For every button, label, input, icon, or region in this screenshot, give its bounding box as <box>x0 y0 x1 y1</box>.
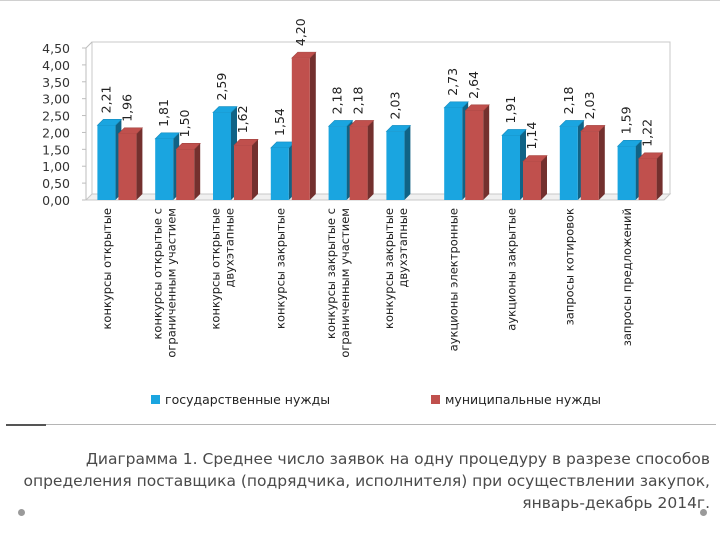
data-label: 1,50 <box>177 109 192 137</box>
side-wall-edge <box>85 41 93 49</box>
bar <box>638 158 657 200</box>
data-label: 4,20 <box>293 18 308 46</box>
data-label: 1,22 <box>640 119 655 147</box>
bar <box>118 133 137 200</box>
data-label: 1,62 <box>235 105 250 133</box>
data-label: 2,18 <box>561 86 576 114</box>
bar-side <box>483 104 490 200</box>
bar-side <box>252 139 258 200</box>
bar <box>444 107 463 200</box>
legend-swatch <box>151 395 160 404</box>
data-label: 2,59 <box>214 73 229 101</box>
bar <box>155 138 174 200</box>
bar-side <box>404 125 411 200</box>
bar <box>502 135 520 200</box>
data-label: 1,91 <box>503 96 518 124</box>
y-tick-label: 0,50 <box>42 176 70 191</box>
bar <box>97 125 116 200</box>
data-label: 1,96 <box>119 94 134 122</box>
category-labels: конкурсы открытые конкурсы открытые с огра… <box>100 208 634 358</box>
bar <box>328 126 347 200</box>
bullet-dot-left <box>18 509 25 516</box>
category-label: ограниченным участием <box>165 208 179 358</box>
category-label: аукционы закрытые <box>505 208 519 331</box>
bar-side <box>309 52 316 201</box>
y-tick-label: 0,00 <box>42 193 70 208</box>
data-label: 1,81 <box>156 99 171 127</box>
bar <box>291 58 310 201</box>
category-label: запросы котировок <box>562 208 576 325</box>
bar <box>270 147 289 200</box>
data-label: 2,18 <box>330 86 345 114</box>
data-label: 2,03 <box>582 92 597 120</box>
bar <box>617 146 636 200</box>
data-label: 1,59 <box>619 106 634 134</box>
divider-accent <box>6 424 46 426</box>
divider-line <box>6 424 716 425</box>
data-label: 2,21 <box>98 86 113 114</box>
category-label: запросы предложений <box>620 208 634 346</box>
category-label: двухэтапные <box>396 208 410 288</box>
y-tick-label: 4,00 <box>42 58 70 73</box>
bullet-dot-right <box>700 509 707 516</box>
category-label: конкурсы открытые с <box>151 208 165 340</box>
y-tick-label: 2,50 <box>42 109 70 124</box>
legend-label: муниципальные нужды <box>445 392 601 407</box>
data-label: 2,64 <box>466 71 481 99</box>
bar <box>580 131 599 200</box>
y-tick-label: 3,00 <box>42 92 70 107</box>
caption-line-2: определения поставщика (подрядчика, испо… <box>23 472 710 490</box>
data-label: 1,14 <box>524 122 539 150</box>
bar <box>349 126 368 200</box>
category-label: конкурсы открытые <box>209 208 223 330</box>
data-label: 2,18 <box>351 86 366 114</box>
data-label: 1,54 <box>272 108 287 136</box>
caption-line-3: январь-декабрь 2014г. <box>522 494 710 512</box>
bar-side <box>656 152 663 200</box>
data-label: 2,73 <box>445 68 460 96</box>
bar-side <box>541 155 547 200</box>
y-tick-label: 4,50 <box>42 41 70 56</box>
value-labels: 2,21 1,96 1,81 1,50 2,59 1,62 1,54 4,20 2,18 2,18… <box>98 18 654 149</box>
category-label: конкурсы открытые <box>100 208 114 330</box>
category-label: ограниченным участием <box>338 208 352 358</box>
category-label: двухэтапные <box>223 208 237 288</box>
legend-swatch <box>431 395 440 404</box>
y-tick-label: 1,00 <box>42 159 70 174</box>
top-border <box>0 0 720 1</box>
y-tick-label: 3,50 <box>42 75 70 90</box>
data-label: 2,03 <box>387 92 402 120</box>
bar-chart: 0,00 0,50 1,00 1,50 2,002,50 3,00 3,50 4,00 4,50… <box>42 18 672 407</box>
y-tick-label: 1,50 <box>42 142 70 157</box>
y-tick-label: 2,00 <box>42 125 70 140</box>
bars <box>96 51 664 201</box>
y-axis: 0,00 0,50 1,00 1,50 2,002,50 3,00 3,50 4,00 4,50 <box>42 41 86 208</box>
category-label: конкурсы закрытые с <box>324 208 338 339</box>
bar-side <box>367 120 374 200</box>
bar <box>465 110 484 200</box>
legend-label: государственные нужды <box>165 392 330 407</box>
bar-side <box>194 143 201 200</box>
bar-side <box>136 127 143 200</box>
category-label: конкурсы закрытые <box>273 208 287 329</box>
bar-side <box>598 125 605 200</box>
legend: государственные нужды муниципальные нужды <box>151 392 601 407</box>
caption-line-1: Диаграмма 1. Среднее число заявок на одн… <box>85 450 710 468</box>
bar <box>386 131 405 200</box>
category-label: аукционы электронные <box>447 208 461 351</box>
bar <box>176 149 195 200</box>
bar <box>234 145 252 200</box>
bar <box>559 126 578 200</box>
bar <box>523 161 541 200</box>
figure-caption: Диаграмма 1. Среднее число заявок на одн… <box>20 448 710 514</box>
category-label: конкурсы закрытые <box>382 208 396 329</box>
bar <box>213 112 231 200</box>
